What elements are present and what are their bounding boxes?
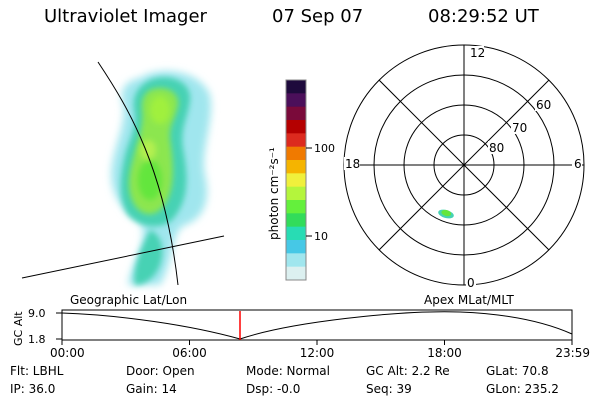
- status-glat: GLat: 70.8: [486, 364, 549, 378]
- altitude-curve: [61, 311, 573, 340]
- colorbar-segment: [286, 160, 306, 174]
- lat-70-label: 70: [512, 121, 527, 135]
- altitude-timeline: [61, 309, 573, 341]
- time-tick-label: 06:00: [172, 346, 207, 360]
- mlt-6-label: 6: [574, 157, 582, 171]
- timeline-left-label: Geographic Lat/Lon: [70, 293, 187, 307]
- colorbar-segment: [286, 133, 306, 148]
- colorbar-segment: [286, 93, 306, 108]
- mlt-0-label: 0: [467, 276, 475, 290]
- status-ip: IP: 36.0: [10, 382, 56, 396]
- colorbar-tick-10: 10: [314, 230, 328, 243]
- status-mode: Mode: Normal: [246, 364, 330, 378]
- status-gc-alt: GC Alt: 2.2 Re: [366, 364, 450, 378]
- mlt-18-label: 18: [345, 157, 360, 171]
- time-tick-label: 23:59: [555, 346, 590, 360]
- status-door: Door: Open: [126, 364, 195, 378]
- polar-aurora-blob: [438, 209, 454, 219]
- altitude-axis-bottom: 1.8: [28, 333, 46, 346]
- colorbar-segment: [286, 253, 306, 268]
- colorbar-segment: [286, 266, 306, 281]
- colorbar-segment: [286, 106, 306, 121]
- time-tick-label: 12:00: [300, 346, 335, 360]
- colorbar-segment: [286, 146, 306, 161]
- status-seq: Seq: 39: [366, 382, 412, 396]
- status-glon: GLon: 235.2: [486, 382, 559, 396]
- timeline-right-label: Apex MLat/MLT: [424, 293, 514, 307]
- time-tick-label: 00:00: [50, 346, 85, 360]
- lat-60-label: 60: [536, 98, 551, 112]
- colorbar-tick-100: 100: [314, 142, 335, 155]
- colorbar-segment: [286, 240, 306, 254]
- lat-80-label: 80: [489, 141, 504, 155]
- status-dsp: Dsp: -0.0: [246, 382, 301, 396]
- geo-latitude-line: [21, 235, 225, 279]
- instrument-title: Ultraviolet Imager: [44, 6, 207, 27]
- mlt-12-label: 12: [470, 46, 485, 60]
- polar-plot: [343, 44, 585, 286]
- colorbar-segment: [286, 173, 306, 188]
- colorbar-segment: [286, 120, 306, 134]
- status-gain: Gain: 14: [126, 382, 177, 396]
- colorbar-unit-label: photon cm⁻²s⁻¹: [267, 147, 281, 240]
- image-time: 08:29:52 UT: [428, 6, 539, 27]
- colorbar-segment: [286, 226, 306, 241]
- status-flt: Flt: LBHL: [10, 364, 64, 378]
- colorbar-segment: [286, 200, 306, 214]
- colorbar-segment: [286, 186, 306, 201]
- colorbar-segment: [286, 213, 306, 228]
- altitude-axis-title: GC Alt: [12, 311, 25, 346]
- auroral-image: [111, 71, 212, 285]
- altitude-axis-top: 9.0: [28, 307, 46, 320]
- time-axis: 00:00 06:00 12:00 18:00 23:59: [50, 340, 590, 360]
- geo-longitude-line: [97, 61, 179, 286]
- color-scale-bar: [286, 80, 306, 281]
- image-date: 07 Sep 07: [272, 6, 364, 27]
- colorbar-segment: [286, 80, 306, 94]
- time-tick-label: 18:00: [427, 346, 462, 360]
